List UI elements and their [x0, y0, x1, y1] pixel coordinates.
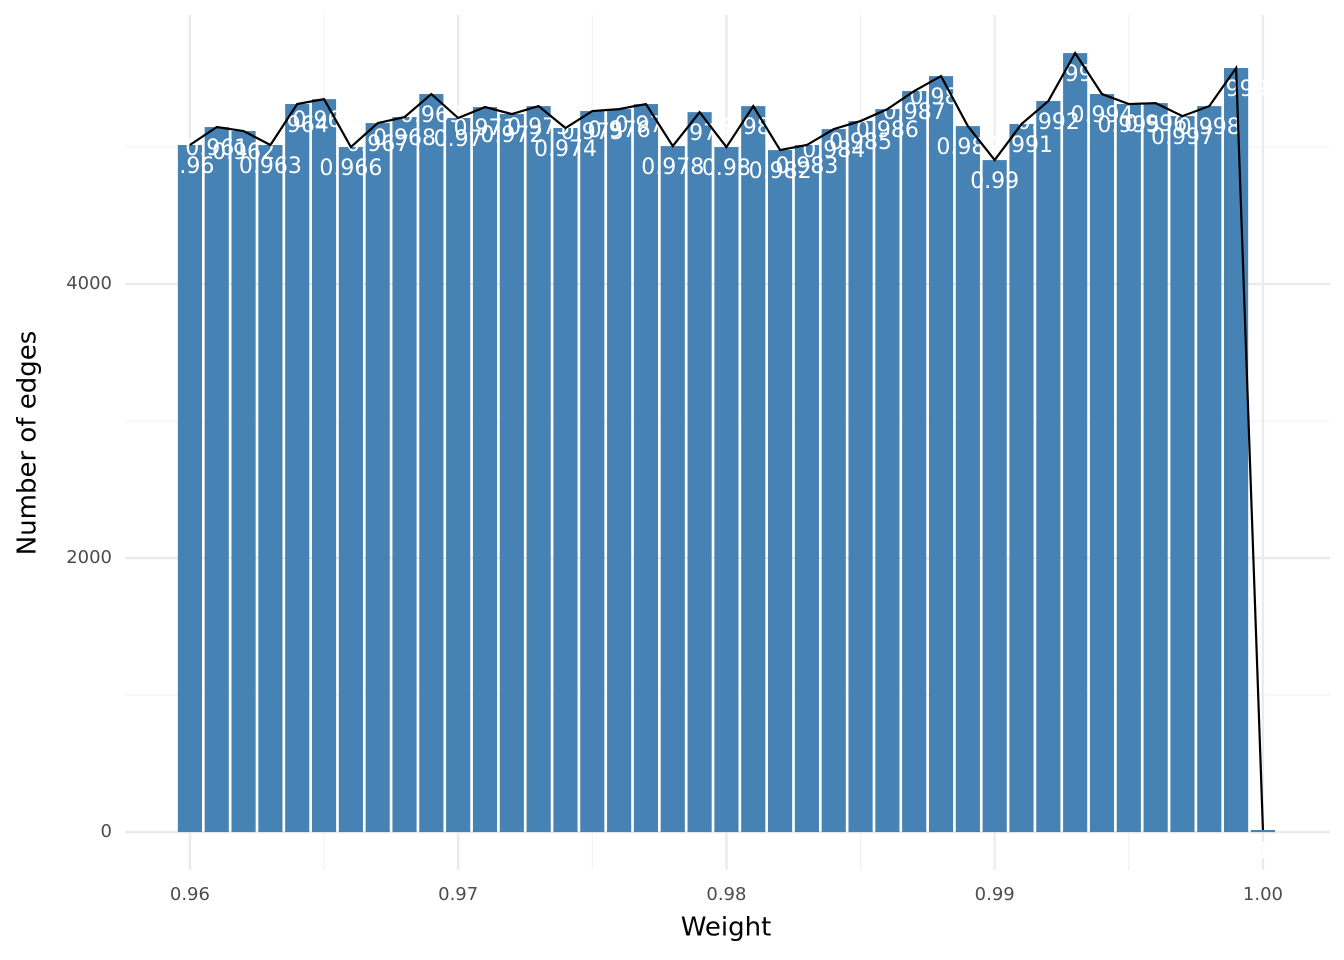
bar: [1089, 94, 1115, 833]
x-axis-title: Weight: [681, 913, 772, 943]
bar: [848, 121, 873, 833]
data-label: 0.968: [373, 126, 436, 151]
trend-line: [189, 50, 1265, 831]
bar: [580, 111, 605, 833]
y-tick-label: 0: [101, 821, 112, 842]
data-label: 0.971: [454, 116, 517, 141]
data-label: 0.969: [400, 103, 463, 128]
bar: [928, 76, 954, 833]
data-label: 0.982: [749, 159, 812, 184]
data-label: 0.98: [702, 156, 751, 181]
bar: [1116, 104, 1141, 833]
x-tick-label: 0.97: [438, 884, 478, 905]
bar: [821, 129, 846, 833]
bar: [446, 118, 471, 833]
bar: [231, 131, 256, 833]
data-label: 0.988: [910, 85, 973, 110]
bar: [794, 145, 819, 833]
data-label: 0.96: [165, 154, 214, 179]
bar: [553, 128, 578, 833]
data-label: 0.978: [641, 155, 704, 180]
bar: [311, 99, 337, 833]
bar: [1143, 103, 1168, 833]
bar: [204, 127, 229, 833]
y-axis-title: Number of edges: [13, 331, 43, 556]
bar: [472, 107, 498, 833]
data-label: 0.996: [1124, 112, 1187, 137]
bar: [955, 126, 980, 833]
y-tick-label: 2000: [66, 547, 112, 568]
data-label: 0.979: [668, 121, 731, 146]
data-label: 0.966: [319, 156, 382, 181]
bar: [392, 117, 417, 833]
data-label: 0.992: [1017, 110, 1080, 135]
bar: [714, 147, 739, 833]
data-label: 0.967: [346, 132, 409, 157]
data-label: 0.974: [534, 137, 597, 162]
bar: [902, 91, 927, 833]
bar: [258, 145, 283, 833]
bar: [285, 104, 310, 833]
data-label: 0.993: [1044, 62, 1107, 87]
bar: [875, 109, 900, 833]
data-label: 0.963: [239, 154, 302, 179]
data-label: 0.99: [970, 169, 1019, 194]
data-label: 0.983: [775, 154, 838, 179]
bar: [499, 114, 524, 833]
data-label: 0.985: [829, 130, 892, 155]
x-tick-label: 0.98: [706, 884, 746, 905]
x-tick-label: 0.96: [170, 884, 210, 905]
data-label: 0.97: [434, 127, 483, 152]
bar: [1063, 53, 1088, 833]
data-label: 0.994: [1070, 103, 1133, 128]
bar: [1250, 829, 1276, 833]
x-tick-label: 1.00: [1243, 884, 1283, 905]
data-label: 0.965: [293, 108, 356, 133]
data-label: 0.976: [588, 118, 651, 143]
bar: [687, 112, 712, 833]
bar: [982, 160, 1007, 833]
data-label: 1: [1256, 839, 1270, 864]
bar: [1224, 68, 1249, 833]
data-label: 0.964: [266, 113, 329, 138]
bar: [365, 123, 390, 833]
data-label: 0.977: [614, 113, 677, 138]
y-tick-label: 4000: [66, 273, 112, 294]
data-label: 0.998: [1178, 115, 1241, 140]
data-label: 0.972: [480, 123, 543, 148]
bar: [1170, 116, 1195, 833]
bar: [741, 106, 766, 833]
bar: [526, 106, 551, 833]
data-label: 0.989: [936, 135, 999, 160]
bar: [1009, 124, 1034, 833]
bar: [419, 94, 444, 833]
data-label: 0.973: [507, 115, 570, 140]
data-label: 0.995: [1097, 113, 1160, 138]
bar: [177, 145, 202, 833]
data-label: 0.962: [212, 140, 275, 165]
bar: [633, 104, 659, 833]
bar: [1197, 106, 1222, 833]
data-label: 0.997: [1151, 125, 1214, 150]
bar: [660, 146, 685, 833]
bar: [1036, 101, 1061, 833]
bar: [607, 109, 632, 833]
data-label: 0.986: [856, 118, 919, 143]
bar: [768, 150, 793, 833]
bar: [338, 147, 363, 833]
data-label: 0.981: [722, 115, 785, 140]
x-tick-label: 0.99: [975, 884, 1015, 905]
